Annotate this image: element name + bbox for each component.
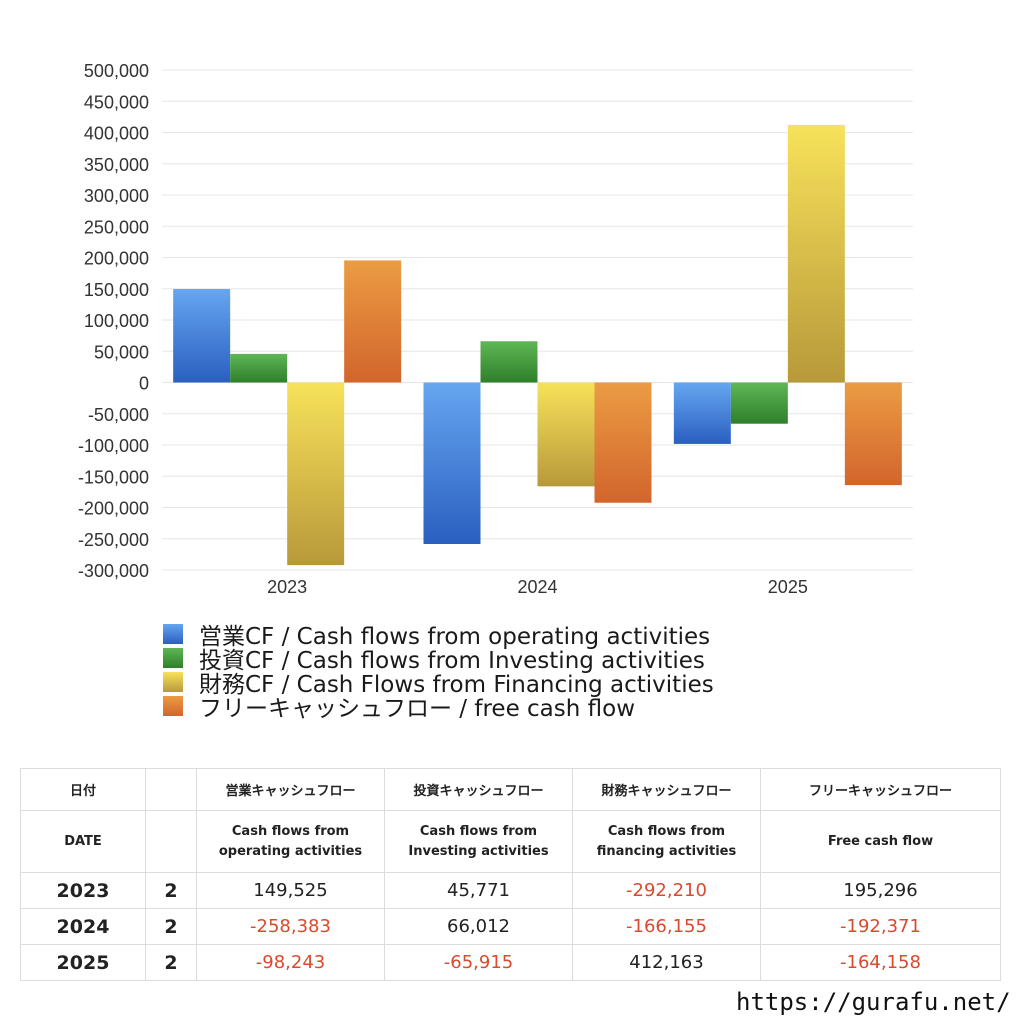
y-tick-label: -50,000 bbox=[88, 405, 149, 425]
legend-label-free: フリーキャッシュフロー / free cash flow bbox=[199, 696, 636, 722]
y-tick-label: -100,000 bbox=[78, 436, 149, 456]
cash-flow-bar-chart: 500,000 450,000 400,000 350,000 300,000 250,0… bbox=[78, 61, 913, 597]
y-tick-label: 250,000 bbox=[84, 217, 149, 237]
header-free-en: Free cash flow bbox=[760, 810, 1001, 873]
header-blank-ja bbox=[145, 768, 197, 811]
bar-2025-series-1 bbox=[730, 382, 788, 424]
header-financing-ja: 財務キャッシュフロー bbox=[572, 768, 761, 811]
x-tick-label: 2023 bbox=[267, 577, 307, 597]
bar-2024-series-1 bbox=[480, 341, 538, 383]
table-row: 2024 2 -258,383 66,012 -166,155 -192,371 bbox=[20, 908, 1001, 945]
header-investing-en-line1: Cash flows from bbox=[419, 823, 538, 839]
y-tick-label: 0 bbox=[139, 374, 149, 394]
header-date-ja: 日付 bbox=[20, 768, 146, 811]
cash-flow-table: 日付 営業キャッシュフロー 投資キャッシュフロー 財務キャッシュフロー フリーキ… bbox=[20, 768, 1001, 981]
legend-swatch-investing bbox=[163, 648, 183, 668]
header-operating-en-line2: operating activities bbox=[218, 843, 363, 859]
row-year: 2024 bbox=[20, 908, 146, 945]
y-tick-label: -150,000 bbox=[78, 467, 149, 487]
row-year: 2025 bbox=[20, 944, 146, 981]
header-investing-ja: 投資キャッシュフロー bbox=[384, 768, 573, 811]
y-tick-label: 150,000 bbox=[84, 280, 149, 300]
header-free-ja: フリーキャッシュフロー bbox=[760, 768, 1001, 811]
row-quarter: 2 bbox=[145, 872, 197, 909]
legend-label-operating: 営業CF / Cash flows from operating activit… bbox=[199, 624, 711, 650]
header-blank-en bbox=[145, 810, 197, 873]
y-tick-label: -200,000 bbox=[78, 499, 149, 519]
cell-financing: 412,163 bbox=[572, 944, 761, 981]
bar-2023-series-1 bbox=[230, 353, 288, 383]
header-financing-en-line1: Cash flows from bbox=[607, 823, 726, 839]
bar-2023-series-0 bbox=[173, 289, 231, 383]
x-tick-label: 2024 bbox=[517, 577, 557, 597]
y-tick-label: 200,000 bbox=[84, 249, 149, 269]
x-axis-ticks: 2023 2024 2025 bbox=[267, 577, 808, 597]
cell-financing: -166,155 bbox=[572, 908, 761, 945]
header-operating-en-line1: Cash flows from bbox=[231, 823, 350, 839]
legend-item-investing: 投資CF / Cash flows from Investing activit… bbox=[163, 646, 714, 674]
y-tick-label: 100,000 bbox=[84, 311, 149, 331]
bar-2025-series-3 bbox=[844, 382, 902, 486]
legend-label-investing: 投資CF / Cash flows from Investing activit… bbox=[199, 648, 705, 674]
legend-label-financing: 財務CF / Cash Flows from Financing activit… bbox=[199, 672, 714, 698]
bar-2023-series-2 bbox=[287, 382, 345, 566]
cell-operating: -258,383 bbox=[196, 908, 385, 945]
y-tick-label: 350,000 bbox=[84, 155, 149, 175]
y-axis-ticks: 500,000 450,000 400,000 350,000 300,000 250,0… bbox=[78, 61, 149, 581]
cell-investing: 66,012 bbox=[384, 908, 573, 945]
table-row: 2025 2 -98,243 -65,915 412,163 -164,158 bbox=[20, 944, 1001, 981]
cell-free: -192,371 bbox=[760, 908, 1001, 945]
header-date-en: DATE bbox=[20, 810, 146, 873]
table-header-en: DATE Cash flows from operating activities… bbox=[20, 810, 1001, 873]
legend-swatch-free bbox=[163, 696, 183, 716]
header-operating-ja: 営業キャッシュフロー bbox=[196, 768, 385, 811]
y-tick-label: -300,000 bbox=[78, 561, 149, 581]
cell-financing: -292,210 bbox=[572, 872, 761, 909]
bars bbox=[173, 124, 902, 566]
legend-swatch-operating bbox=[163, 624, 183, 644]
legend-item-operating: 営業CF / Cash flows from operating activit… bbox=[163, 622, 714, 650]
cell-operating: -98,243 bbox=[196, 944, 385, 981]
header-investing-en: Cash flows from Investing activities bbox=[384, 810, 573, 873]
header-investing-en-line2: Investing activities bbox=[408, 843, 549, 859]
cell-operating: 149,525 bbox=[196, 872, 385, 909]
table-header-ja: 日付 営業キャッシュフロー 投資キャッシュフロー 財務キャッシュフロー フリーキ… bbox=[20, 768, 1001, 811]
cell-free: 195,296 bbox=[760, 872, 1001, 909]
x-tick-label: 2025 bbox=[768, 577, 808, 597]
site-url[interactable]: https://gurafu.net/ bbox=[736, 988, 1011, 1016]
bar-2024-series-3 bbox=[594, 382, 652, 503]
row-year: 2023 bbox=[20, 872, 146, 909]
bar-2024-series-2 bbox=[537, 382, 595, 487]
cell-investing: -65,915 bbox=[384, 944, 573, 981]
row-quarter: 2 bbox=[145, 908, 197, 945]
y-tick-label: 400,000 bbox=[84, 124, 149, 144]
y-tick-label: 450,000 bbox=[84, 92, 149, 112]
y-tick-label: 50,000 bbox=[94, 342, 149, 362]
bar-2025-series-2 bbox=[787, 124, 845, 383]
y-tick-label: -250,000 bbox=[78, 530, 149, 550]
row-quarter: 2 bbox=[145, 944, 197, 981]
cell-investing: 45,771 bbox=[384, 872, 573, 909]
cell-free: -164,158 bbox=[760, 944, 1001, 981]
header-operating-en: Cash flows from operating activities bbox=[196, 810, 385, 873]
bar-2023-series-3 bbox=[344, 260, 402, 383]
legend-swatch-financing bbox=[163, 672, 183, 692]
legend-item-free: フリーキャッシュフロー / free cash flow bbox=[163, 694, 714, 722]
y-tick-label: 500,000 bbox=[84, 61, 149, 81]
table-row: 2023 2 149,525 45,771 -292,210 195,296 bbox=[20, 872, 1001, 909]
chart-legend: 営業CF / Cash flows from operating activit… bbox=[163, 622, 714, 722]
bar-2024-series-0 bbox=[423, 382, 481, 544]
header-financing-en-line2: financing activities bbox=[596, 843, 737, 859]
header-financing-en: Cash flows from financing activities bbox=[572, 810, 761, 873]
legend-item-financing: 財務CF / Cash Flows from Financing activit… bbox=[163, 670, 714, 698]
y-tick-label: 300,000 bbox=[84, 186, 149, 206]
bar-2025-series-0 bbox=[673, 382, 731, 444]
